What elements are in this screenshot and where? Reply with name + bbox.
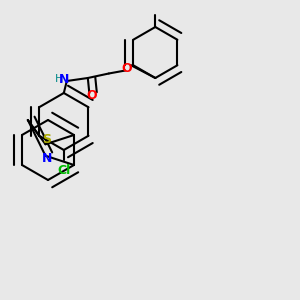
Text: O: O: [86, 89, 97, 102]
Text: H: H: [55, 74, 64, 85]
Text: Cl: Cl: [57, 164, 70, 177]
Text: O: O: [122, 62, 132, 76]
Text: N: N: [58, 73, 69, 86]
Text: S: S: [42, 133, 51, 146]
Text: N: N: [42, 152, 52, 165]
